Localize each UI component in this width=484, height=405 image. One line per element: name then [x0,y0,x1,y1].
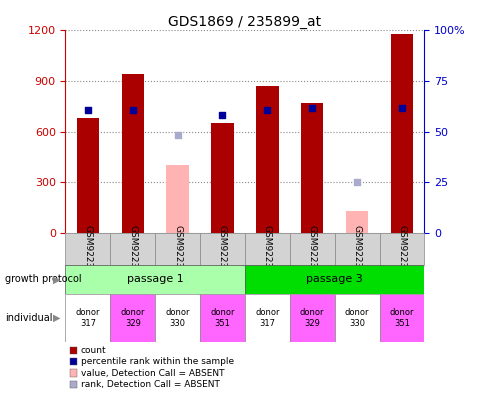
Text: donor
351: donor 351 [389,308,413,328]
Text: GSM92235: GSM92235 [262,225,272,273]
Bar [110,294,155,342]
Point [397,105,405,111]
Text: passage 3: passage 3 [305,275,363,284]
Point [352,179,360,185]
Bar [211,123,233,233]
Text: GSM92234: GSM92234 [217,225,227,273]
Point [308,105,316,111]
Text: donor
317: donor 317 [255,308,279,328]
Bar [65,233,110,265]
Bar [76,118,99,233]
Bar [155,294,200,342]
Text: percentile rank within the sample: percentile rank within the sample [80,357,233,366]
Point [218,111,226,118]
Bar [256,86,278,233]
Bar [155,233,200,265]
Text: donor
329: donor 329 [120,308,145,328]
Text: donor
330: donor 330 [165,308,190,328]
Bar [244,294,289,342]
Bar [244,233,289,265]
Bar [65,265,244,294]
Point [84,107,91,113]
Point [173,132,181,138]
Bar [301,103,323,233]
Bar [334,233,378,265]
Bar [121,74,144,233]
Text: rank, Detection Call = ABSENT: rank, Detection Call = ABSENT [80,380,219,389]
Bar [390,34,412,233]
Text: value, Detection Call = ABSENT: value, Detection Call = ABSENT [80,369,224,377]
Bar [289,294,334,342]
Text: GSM92232: GSM92232 [128,225,137,273]
Bar [200,294,244,342]
Point [263,107,271,113]
Bar [378,294,424,342]
Text: GSM92236: GSM92236 [307,225,316,273]
Text: ▶: ▶ [53,313,60,323]
Text: GSM92238: GSM92238 [396,225,406,273]
Title: GDS1869 / 235899_at: GDS1869 / 235899_at [168,15,321,29]
Text: passage 1: passage 1 [126,275,183,284]
Bar [345,211,367,233]
Text: individual: individual [5,313,52,323]
Text: donor
317: donor 317 [76,308,100,328]
Bar [65,294,110,342]
Bar [110,233,155,265]
Text: donor
330: donor 330 [344,308,369,328]
Bar [289,233,334,265]
Text: ▶: ▶ [53,275,60,284]
Point [129,107,136,113]
Bar [166,165,188,233]
Bar [334,294,378,342]
Text: count: count [80,346,106,355]
Bar [244,265,424,294]
Text: growth protocol: growth protocol [5,275,81,284]
Text: GSM92233: GSM92233 [173,225,182,273]
Text: donor
329: donor 329 [299,308,324,328]
Bar [378,233,424,265]
Text: GSM92237: GSM92237 [352,225,361,273]
Bar [200,233,244,265]
Text: donor
351: donor 351 [210,308,234,328]
Text: GSM92231: GSM92231 [83,225,92,273]
